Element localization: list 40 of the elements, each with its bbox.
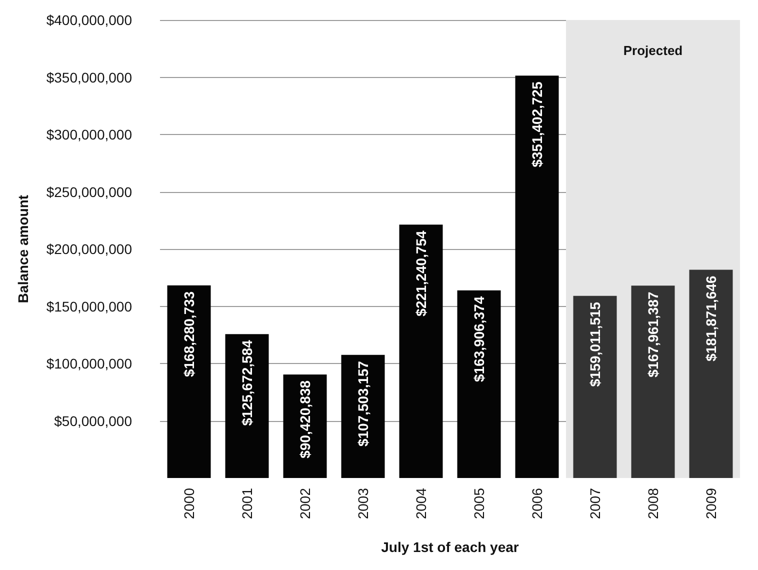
data-label: $159,011,515 bbox=[587, 302, 603, 387]
x-tick-label: 2009 bbox=[703, 488, 719, 520]
data-label: $168,280,733 bbox=[181, 291, 197, 377]
bar bbox=[515, 76, 559, 478]
y-tick-label: $350,000,000 bbox=[46, 69, 132, 86]
y-tick-label: $50,000,000 bbox=[54, 412, 132, 429]
data-label: $167,961,387 bbox=[645, 291, 661, 378]
y-tick-label: $400,000,000 bbox=[46, 12, 132, 28]
x-axis-title: July 1st of each year bbox=[381, 539, 520, 555]
bar bbox=[225, 334, 269, 478]
y-tick-label: $250,000,000 bbox=[46, 184, 132, 200]
band-label: Projected bbox=[623, 43, 683, 58]
data-label: $221,240,754 bbox=[413, 230, 429, 316]
data-label: $163,906,374 bbox=[471, 296, 487, 382]
data-label: $107,503,157 bbox=[355, 360, 371, 447]
y-tick-label: $100,000,000 bbox=[46, 356, 132, 372]
x-tick-label: 2007 bbox=[587, 488, 603, 520]
data-label: $125,672,584 bbox=[239, 340, 255, 426]
x-tick-label: 2003 bbox=[355, 488, 371, 520]
x-tick-label: 2005 bbox=[471, 488, 487, 520]
data-label: $90,420,838 bbox=[297, 380, 313, 458]
y-tick-label: $200,000,000 bbox=[46, 241, 132, 257]
bar bbox=[399, 224, 443, 478]
bar bbox=[573, 296, 617, 478]
bar bbox=[167, 285, 211, 478]
x-tick-label: 2006 bbox=[529, 488, 545, 520]
bar bbox=[689, 270, 733, 478]
y-axis-title: Balance amount bbox=[15, 194, 31, 304]
bar bbox=[631, 286, 675, 478]
y-tick-label: $150,000,000 bbox=[46, 298, 132, 314]
x-tick-label: 2001 bbox=[239, 488, 255, 520]
data-label: $181,871,646 bbox=[703, 276, 719, 362]
data-label: $351,402,725 bbox=[529, 81, 545, 168]
x-tick-label: 2004 bbox=[413, 488, 429, 520]
x-tick-label: 2000 bbox=[181, 488, 197, 520]
x-tick-label: 2008 bbox=[645, 488, 661, 520]
bar bbox=[341, 354, 385, 478]
bar bbox=[457, 290, 501, 478]
y-tick-label: $300,000,000 bbox=[46, 126, 132, 142]
x-tick-label: 2002 bbox=[297, 488, 313, 520]
